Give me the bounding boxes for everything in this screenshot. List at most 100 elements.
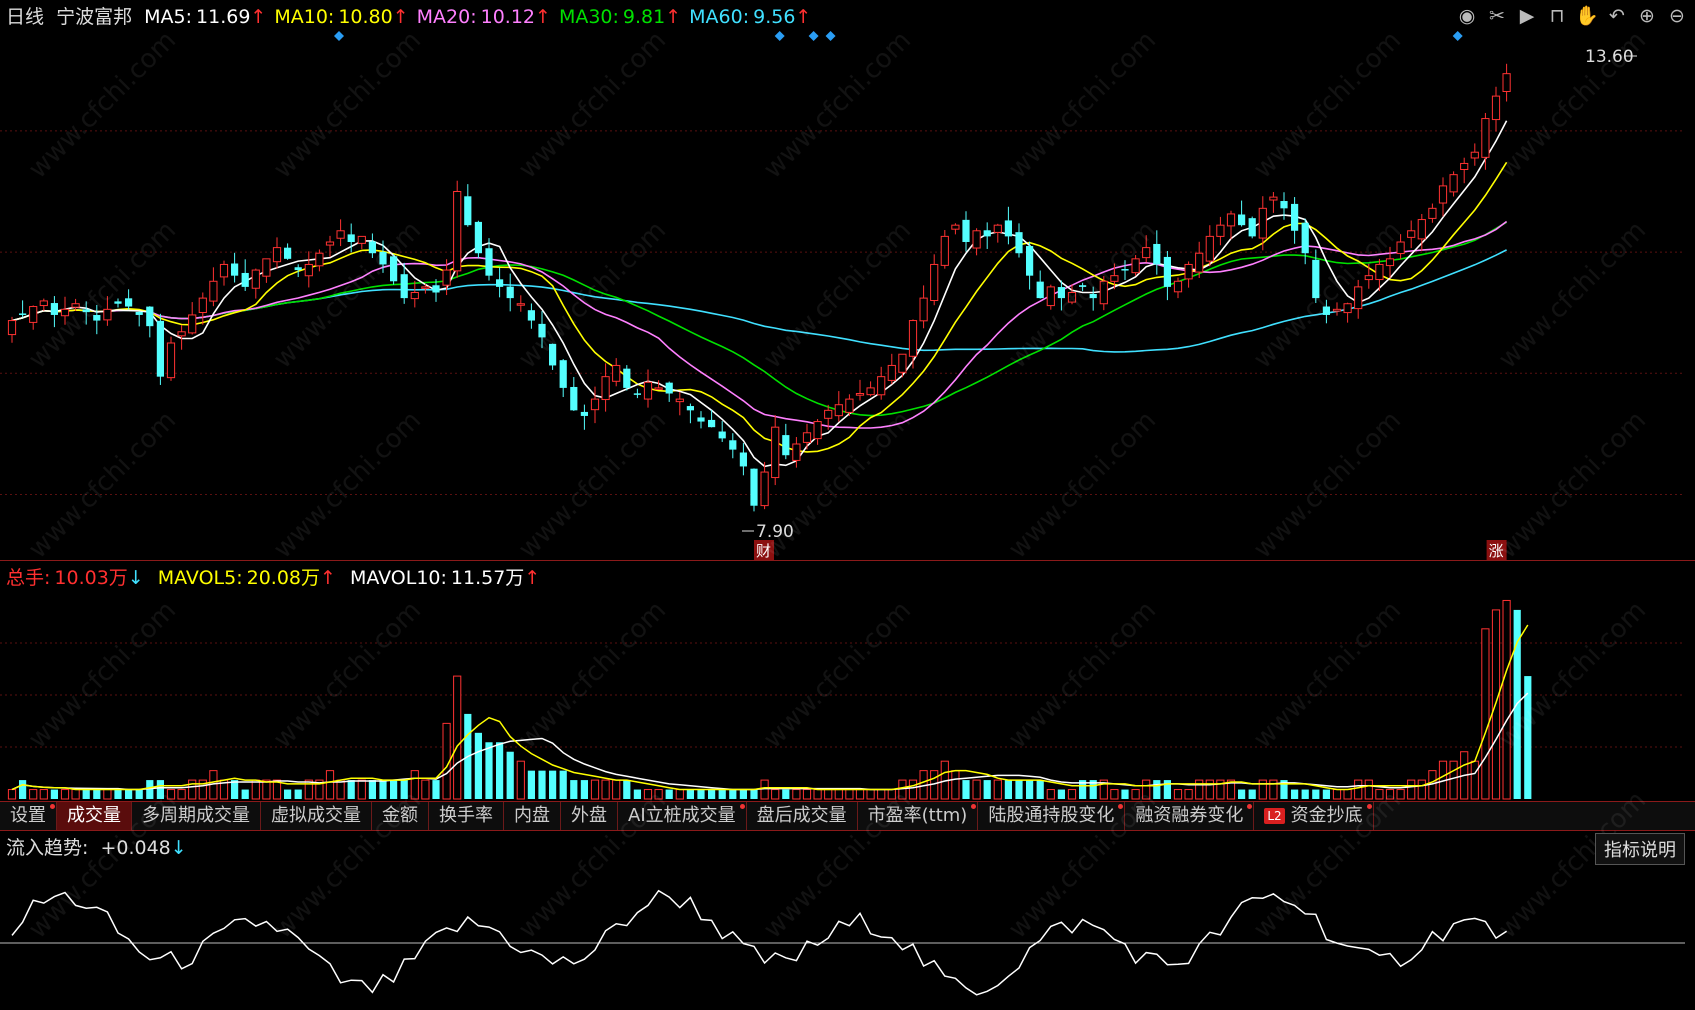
volume-bar [675, 789, 684, 800]
tab-9[interactable]: 盘后成交量 [747, 802, 858, 830]
candle-body [60, 308, 70, 317]
volume-bar [251, 779, 260, 800]
flow-panel[interactable]: 流入趋势: +0.048↓ 指标说明 [0, 831, 1695, 1010]
volume-bar [1343, 789, 1352, 800]
volume-legend: 总手: 10.03万↓ MAVOL5: 20.08万↑ MAVOL10: 11.57万↑ [6, 563, 554, 590]
tab-8[interactable]: AI立桩成交量 [618, 802, 747, 830]
volume-bar [421, 779, 430, 800]
lock-icon[interactable]: ⊓ [1549, 5, 1565, 27]
candle-body [1301, 222, 1309, 254]
signal-diamond [808, 31, 819, 41]
volume-bar [1216, 779, 1225, 800]
signal-diamond [774, 31, 785, 41]
volume-chart[interactable] [0, 561, 1695, 801]
volume-bar [262, 779, 271, 800]
candle-body [824, 409, 833, 419]
tab-2[interactable]: 多周期成交量 [132, 802, 261, 830]
trend-arrow: ↑ [795, 6, 812, 28]
tab-1[interactable]: 成交量 [57, 802, 132, 830]
candle-body [643, 381, 653, 400]
tab-0[interactable]: 设置 [0, 802, 57, 830]
tab-10[interactable]: 市盈率(ttm) [858, 802, 979, 830]
volume-bar [1226, 779, 1236, 800]
candle-body [1153, 243, 1161, 265]
candle-body [898, 353, 907, 373]
volume-bar [1417, 779, 1426, 800]
indicator-help-button[interactable]: 指标说明 [1595, 833, 1685, 865]
volume-bar [792, 789, 801, 800]
volume-bar [993, 779, 1002, 800]
candle-body [1205, 235, 1214, 262]
limit-up-badge: 涨 [1489, 542, 1504, 560]
tab-13[interactable]: L2 资金抄底 [1254, 802, 1374, 830]
mavol10-line [11, 692, 1529, 791]
candle-body [962, 219, 970, 242]
ma-value: 9.56 [753, 6, 796, 28]
eye-icon[interactable]: ◉ [1458, 5, 1476, 27]
candle-body [729, 440, 737, 450]
kline-panel[interactable]: 日线 宁波富邦 MA5: 11.69↑ MA10: 10.80↑ MA20: 10.12↑… [0, 0, 1695, 561]
zoom-out-icon[interactable]: ⊖ [1669, 5, 1685, 27]
tab-5[interactable]: 换手率 [429, 802, 504, 830]
candle-body [114, 301, 122, 304]
volume-bar [601, 779, 610, 800]
candle-body [739, 452, 747, 467]
tab-6[interactable]: 内盘 [504, 802, 561, 830]
candle-body [601, 376, 610, 401]
volume-bar [951, 770, 960, 800]
ma-value: 10.80 [338, 6, 393, 28]
volume-bar [718, 789, 726, 799]
candle-body [496, 279, 504, 287]
candle-body [284, 247, 292, 259]
volume-bar [538, 770, 546, 799]
volume-bar [7, 789, 17, 800]
candle-body [1089, 293, 1097, 299]
candle-body [103, 308, 112, 321]
ma-text: MA10: [274, 6, 335, 28]
candle-body [750, 468, 758, 506]
volume-bar [357, 779, 366, 800]
volume-bar [1195, 779, 1204, 800]
candle-body [251, 269, 260, 289]
notification-dot [50, 804, 55, 809]
hand-icon[interactable]: ✋ [1575, 5, 1599, 27]
tab-label: 资金抄底 [1290, 805, 1363, 826]
candle-body [198, 297, 207, 314]
volume-bar [697, 789, 705, 799]
trend-arrow: ↑ [524, 567, 541, 589]
candle-body [272, 247, 282, 263]
signal-diamond [1452, 31, 1463, 41]
trend-arrow: ↑ [250, 6, 267, 28]
candle-body [1163, 256, 1171, 287]
flow-trend-chart[interactable] [0, 831, 1695, 1010]
scissors-icon[interactable]: ✂ [1489, 5, 1505, 27]
candle-body [400, 274, 408, 299]
tab-12[interactable]: 融资融券变化 [1125, 802, 1255, 830]
undo-icon[interactable]: ↶ [1609, 5, 1625, 27]
candle-body [877, 376, 886, 396]
tab-3[interactable]: 虚拟成交量 [261, 802, 372, 830]
ma-text: MA60: [689, 6, 750, 28]
candle-body [1110, 275, 1119, 282]
tab-label: 金额 [382, 805, 418, 826]
tab-7[interactable]: 外盘 [561, 802, 618, 830]
candle-body [1142, 247, 1151, 259]
candle-body [156, 320, 164, 377]
volume-bar [1173, 789, 1183, 800]
candle-body [792, 443, 801, 461]
play-icon[interactable]: ▶ [1519, 5, 1535, 27]
candle-body [485, 248, 493, 276]
volume-bar [1238, 789, 1246, 799]
zoom-in-icon[interactable]: ⊕ [1639, 5, 1655, 27]
volume-bar [156, 780, 164, 799]
flow-value: +0.048 [100, 837, 171, 859]
volume-bar [972, 779, 981, 800]
tab-11[interactable]: 陆股通持股变化 [978, 802, 1126, 830]
candlestick-chart[interactable]: 13.60 7.90财 涨 [0, 0, 1695, 561]
tab-4[interactable]: 金额 [372, 802, 429, 830]
flow-label: 流入趋势: [6, 837, 89, 859]
volume-panel[interactable]: 总手: 10.03万↓ MAVOL5: 20.08万↑ MAVOL10: 11.57万↑ [0, 561, 1695, 801]
volume-bar [1205, 779, 1214, 800]
candle-body [654, 387, 663, 390]
tab-label: AI立桩成交量 [628, 805, 736, 826]
